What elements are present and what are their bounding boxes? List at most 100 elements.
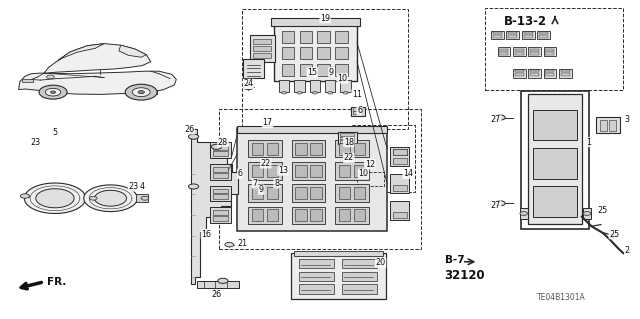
- Bar: [248, 162, 282, 180]
- Bar: [596, 117, 620, 133]
- Bar: [354, 143, 365, 155]
- Bar: [84, 195, 96, 202]
- Bar: [393, 185, 407, 191]
- Circle shape: [211, 144, 221, 149]
- Bar: [310, 209, 322, 221]
- Bar: [335, 162, 369, 180]
- Text: B-7: B-7: [445, 255, 464, 264]
- Text: 26: 26: [184, 125, 194, 134]
- Bar: [310, 143, 322, 155]
- Bar: [299, 284, 334, 294]
- Bar: [210, 186, 230, 201]
- Bar: [22, 78, 33, 82]
- Bar: [491, 31, 504, 40]
- Bar: [545, 52, 554, 55]
- Text: 21: 21: [237, 239, 247, 248]
- Text: 3: 3: [625, 115, 630, 124]
- Bar: [545, 73, 554, 76]
- Text: 25: 25: [597, 206, 607, 215]
- Bar: [136, 195, 148, 202]
- Circle shape: [312, 92, 317, 94]
- Bar: [353, 108, 362, 111]
- Circle shape: [188, 134, 198, 139]
- Bar: [197, 281, 239, 288]
- Polygon shape: [44, 44, 151, 73]
- Bar: [353, 111, 362, 115]
- Bar: [295, 165, 307, 177]
- Bar: [212, 167, 228, 172]
- Bar: [393, 212, 407, 218]
- Text: 11: 11: [352, 90, 362, 99]
- Bar: [210, 142, 230, 158]
- Text: 9: 9: [329, 68, 334, 77]
- Text: 13: 13: [278, 166, 288, 175]
- Bar: [243, 59, 264, 78]
- Circle shape: [297, 92, 302, 94]
- Circle shape: [90, 196, 97, 200]
- Bar: [532, 187, 577, 217]
- Circle shape: [343, 92, 348, 94]
- Circle shape: [328, 92, 333, 94]
- Text: 23: 23: [31, 137, 41, 146]
- Bar: [340, 133, 355, 136]
- Bar: [253, 46, 271, 51]
- Text: 26: 26: [211, 290, 221, 299]
- Bar: [515, 73, 524, 76]
- Polygon shape: [119, 45, 147, 57]
- Polygon shape: [191, 129, 238, 284]
- Circle shape: [39, 85, 67, 99]
- Bar: [339, 187, 350, 199]
- Bar: [292, 206, 325, 224]
- Bar: [530, 70, 539, 72]
- Bar: [282, 48, 294, 59]
- Bar: [528, 48, 541, 56]
- Circle shape: [47, 75, 54, 79]
- Text: 15: 15: [307, 68, 317, 77]
- Bar: [524, 35, 532, 38]
- Text: 1: 1: [586, 137, 591, 146]
- Bar: [339, 165, 350, 177]
- Bar: [390, 201, 410, 220]
- Bar: [252, 187, 263, 199]
- Bar: [210, 164, 230, 180]
- Bar: [342, 271, 378, 281]
- Text: 18: 18: [344, 137, 354, 146]
- Circle shape: [520, 211, 527, 215]
- Bar: [354, 187, 365, 199]
- Bar: [539, 32, 548, 34]
- Text: 22: 22: [260, 159, 271, 168]
- Bar: [532, 148, 577, 179]
- Bar: [295, 209, 307, 221]
- Bar: [292, 140, 325, 157]
- Bar: [530, 73, 539, 76]
- Text: 4: 4: [140, 182, 145, 191]
- Bar: [237, 126, 387, 133]
- Bar: [545, 70, 554, 72]
- Bar: [506, 31, 519, 40]
- Bar: [543, 69, 556, 78]
- Text: 6: 6: [357, 106, 362, 115]
- Bar: [282, 31, 294, 43]
- Text: 24: 24: [243, 79, 253, 88]
- Text: 7: 7: [252, 179, 257, 188]
- Text: 23: 23: [129, 182, 139, 191]
- Bar: [342, 284, 378, 294]
- Bar: [253, 53, 271, 58]
- Text: 10: 10: [358, 169, 369, 178]
- Circle shape: [495, 201, 505, 206]
- Polygon shape: [24, 183, 86, 213]
- Bar: [250, 35, 275, 62]
- Bar: [351, 125, 415, 192]
- Bar: [532, 110, 577, 140]
- Bar: [335, 64, 348, 76]
- Circle shape: [583, 211, 591, 215]
- Bar: [310, 187, 322, 199]
- Bar: [390, 147, 410, 166]
- Bar: [253, 39, 271, 44]
- Text: 5: 5: [52, 128, 58, 137]
- Bar: [300, 31, 312, 43]
- Bar: [299, 259, 334, 269]
- Bar: [515, 70, 524, 72]
- Text: 28: 28: [218, 137, 228, 146]
- Text: 14: 14: [403, 169, 413, 178]
